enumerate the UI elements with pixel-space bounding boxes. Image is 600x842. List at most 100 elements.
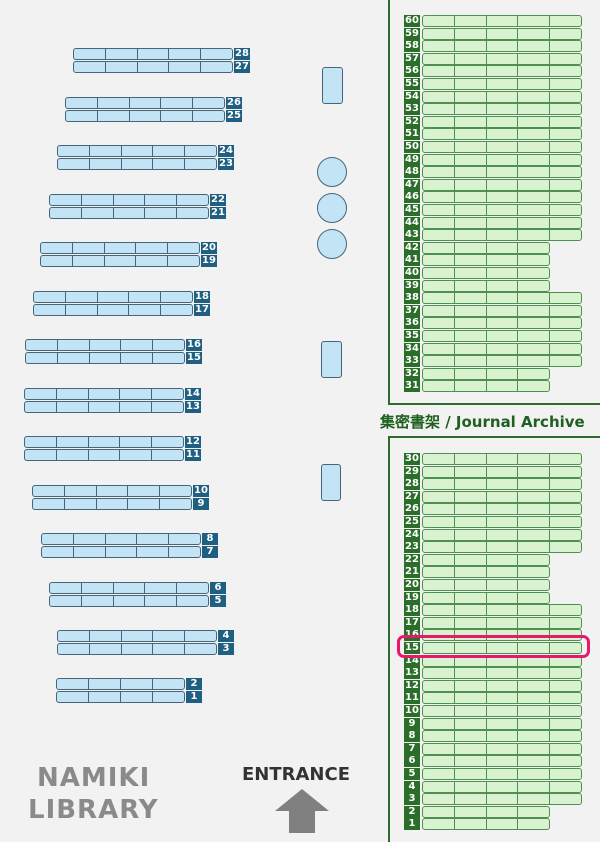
shelf-2[interactable] — [422, 806, 550, 818]
shelf-55[interactable] — [422, 78, 582, 90]
shelf-33[interactable] — [422, 355, 582, 367]
shelf-20[interactable] — [40, 242, 200, 254]
shelf-20[interactable] — [422, 579, 550, 591]
shelf-section — [423, 517, 454, 527]
shelf-13[interactable] — [422, 667, 582, 679]
shelf-57[interactable] — [422, 53, 582, 65]
shelf-number-label: 12 — [404, 680, 420, 692]
shelf-18[interactable] — [33, 291, 193, 303]
shelf-29[interactable] — [422, 466, 582, 478]
shelf-21[interactable] — [49, 207, 209, 219]
shelf-27[interactable] — [73, 61, 233, 73]
shelf-59[interactable] — [422, 28, 582, 40]
shelf-27[interactable] — [422, 491, 582, 503]
shelf-8[interactable] — [41, 533, 201, 545]
shelf-18[interactable] — [422, 604, 582, 616]
shelf-15[interactable] — [422, 642, 582, 654]
shelf-54[interactable] — [422, 91, 582, 103]
shelf-3[interactable] — [57, 643, 217, 655]
shelf-37[interactable] — [422, 305, 582, 317]
shelf-52[interactable] — [422, 116, 582, 128]
shelf-section — [423, 381, 454, 391]
shelf-6[interactable] — [422, 755, 582, 767]
shelf-56[interactable] — [422, 65, 582, 77]
shelf-number-label: 13 — [404, 667, 420, 679]
shelf-7[interactable] — [41, 546, 201, 558]
shelf-44[interactable] — [422, 217, 582, 229]
shelf-49[interactable] — [422, 154, 582, 166]
shelf-8[interactable] — [422, 730, 582, 742]
shelf-28[interactable] — [422, 478, 582, 490]
shelf-section — [517, 155, 549, 165]
round-table — [317, 193, 347, 223]
shelf-53[interactable] — [422, 103, 582, 115]
shelf-3[interactable] — [422, 793, 582, 805]
shelf-section — [549, 41, 581, 51]
shelf-4[interactable] — [422, 781, 582, 793]
shelf-40[interactable] — [422, 267, 550, 279]
shelf-28[interactable] — [73, 48, 233, 60]
shelf-24[interactable] — [57, 145, 217, 157]
shelf-section — [87, 437, 120, 447]
shelf-11[interactable] — [422, 692, 582, 704]
shelf-45[interactable] — [422, 204, 582, 216]
shelf-1[interactable] — [422, 818, 550, 830]
shelf-19[interactable] — [40, 255, 200, 267]
shelf-58[interactable] — [422, 40, 582, 52]
shelf-42[interactable] — [422, 242, 550, 254]
shelf-7[interactable] — [422, 743, 582, 755]
shelf-24[interactable] — [422, 529, 582, 541]
shelf-32[interactable] — [422, 368, 550, 380]
shelf-21[interactable] — [422, 566, 550, 578]
shelf-23[interactable] — [57, 158, 217, 170]
shelf-6[interactable] — [49, 582, 209, 594]
shelf-1[interactable] — [56, 691, 185, 703]
shelf-25[interactable] — [65, 110, 225, 122]
shelf-43[interactable] — [422, 229, 582, 241]
shelf-10[interactable] — [422, 705, 582, 717]
shelf-9[interactable] — [422, 718, 582, 730]
shelf-14[interactable] — [24, 388, 184, 400]
shelf-23[interactable] — [422, 541, 582, 553]
shelf-22[interactable] — [422, 554, 550, 566]
shelf-17[interactable] — [33, 304, 193, 316]
shelf-section — [423, 454, 454, 464]
shelf-section — [56, 353, 89, 363]
shelf-26[interactable] — [422, 503, 582, 515]
shelf-2[interactable] — [56, 678, 185, 690]
shelf-15[interactable] — [25, 352, 185, 364]
shelf-4[interactable] — [57, 630, 217, 642]
shelf-30[interactable] — [422, 453, 582, 465]
shelf-12[interactable] — [24, 436, 184, 448]
shelf-47[interactable] — [422, 179, 582, 191]
shelf-31[interactable] — [422, 380, 550, 392]
shelf-25[interactable] — [422, 516, 582, 528]
shelf-48[interactable] — [422, 166, 582, 178]
shelf-12[interactable] — [422, 680, 582, 692]
shelf-60[interactable] — [422, 15, 582, 27]
shelf-number-label: 19 — [201, 255, 217, 267]
shelf-section — [485, 467, 518, 477]
shelf-34[interactable] — [422, 343, 582, 355]
shelf-11[interactable] — [24, 449, 184, 461]
shelf-section — [485, 542, 518, 552]
shelf-5[interactable] — [49, 595, 209, 607]
shelf-35[interactable] — [422, 330, 582, 342]
shelf-22[interactable] — [49, 194, 209, 206]
shelf-9[interactable] — [32, 498, 192, 510]
shelf-51[interactable] — [422, 128, 582, 140]
shelf-41[interactable] — [422, 254, 550, 266]
shelf-38[interactable] — [422, 292, 582, 304]
shelf-5[interactable] — [422, 768, 582, 780]
shelf-50[interactable] — [422, 141, 582, 153]
shelf-39[interactable] — [422, 280, 550, 292]
shelf-10[interactable] — [32, 485, 192, 497]
shelf-26[interactable] — [65, 97, 225, 109]
shelf-16[interactable] — [25, 339, 185, 351]
shelf-section — [423, 681, 454, 691]
shelf-17[interactable] — [422, 617, 582, 629]
shelf-46[interactable] — [422, 191, 582, 203]
shelf-19[interactable] — [422, 592, 550, 604]
shelf-36[interactable] — [422, 317, 582, 329]
shelf-13[interactable] — [24, 401, 184, 413]
